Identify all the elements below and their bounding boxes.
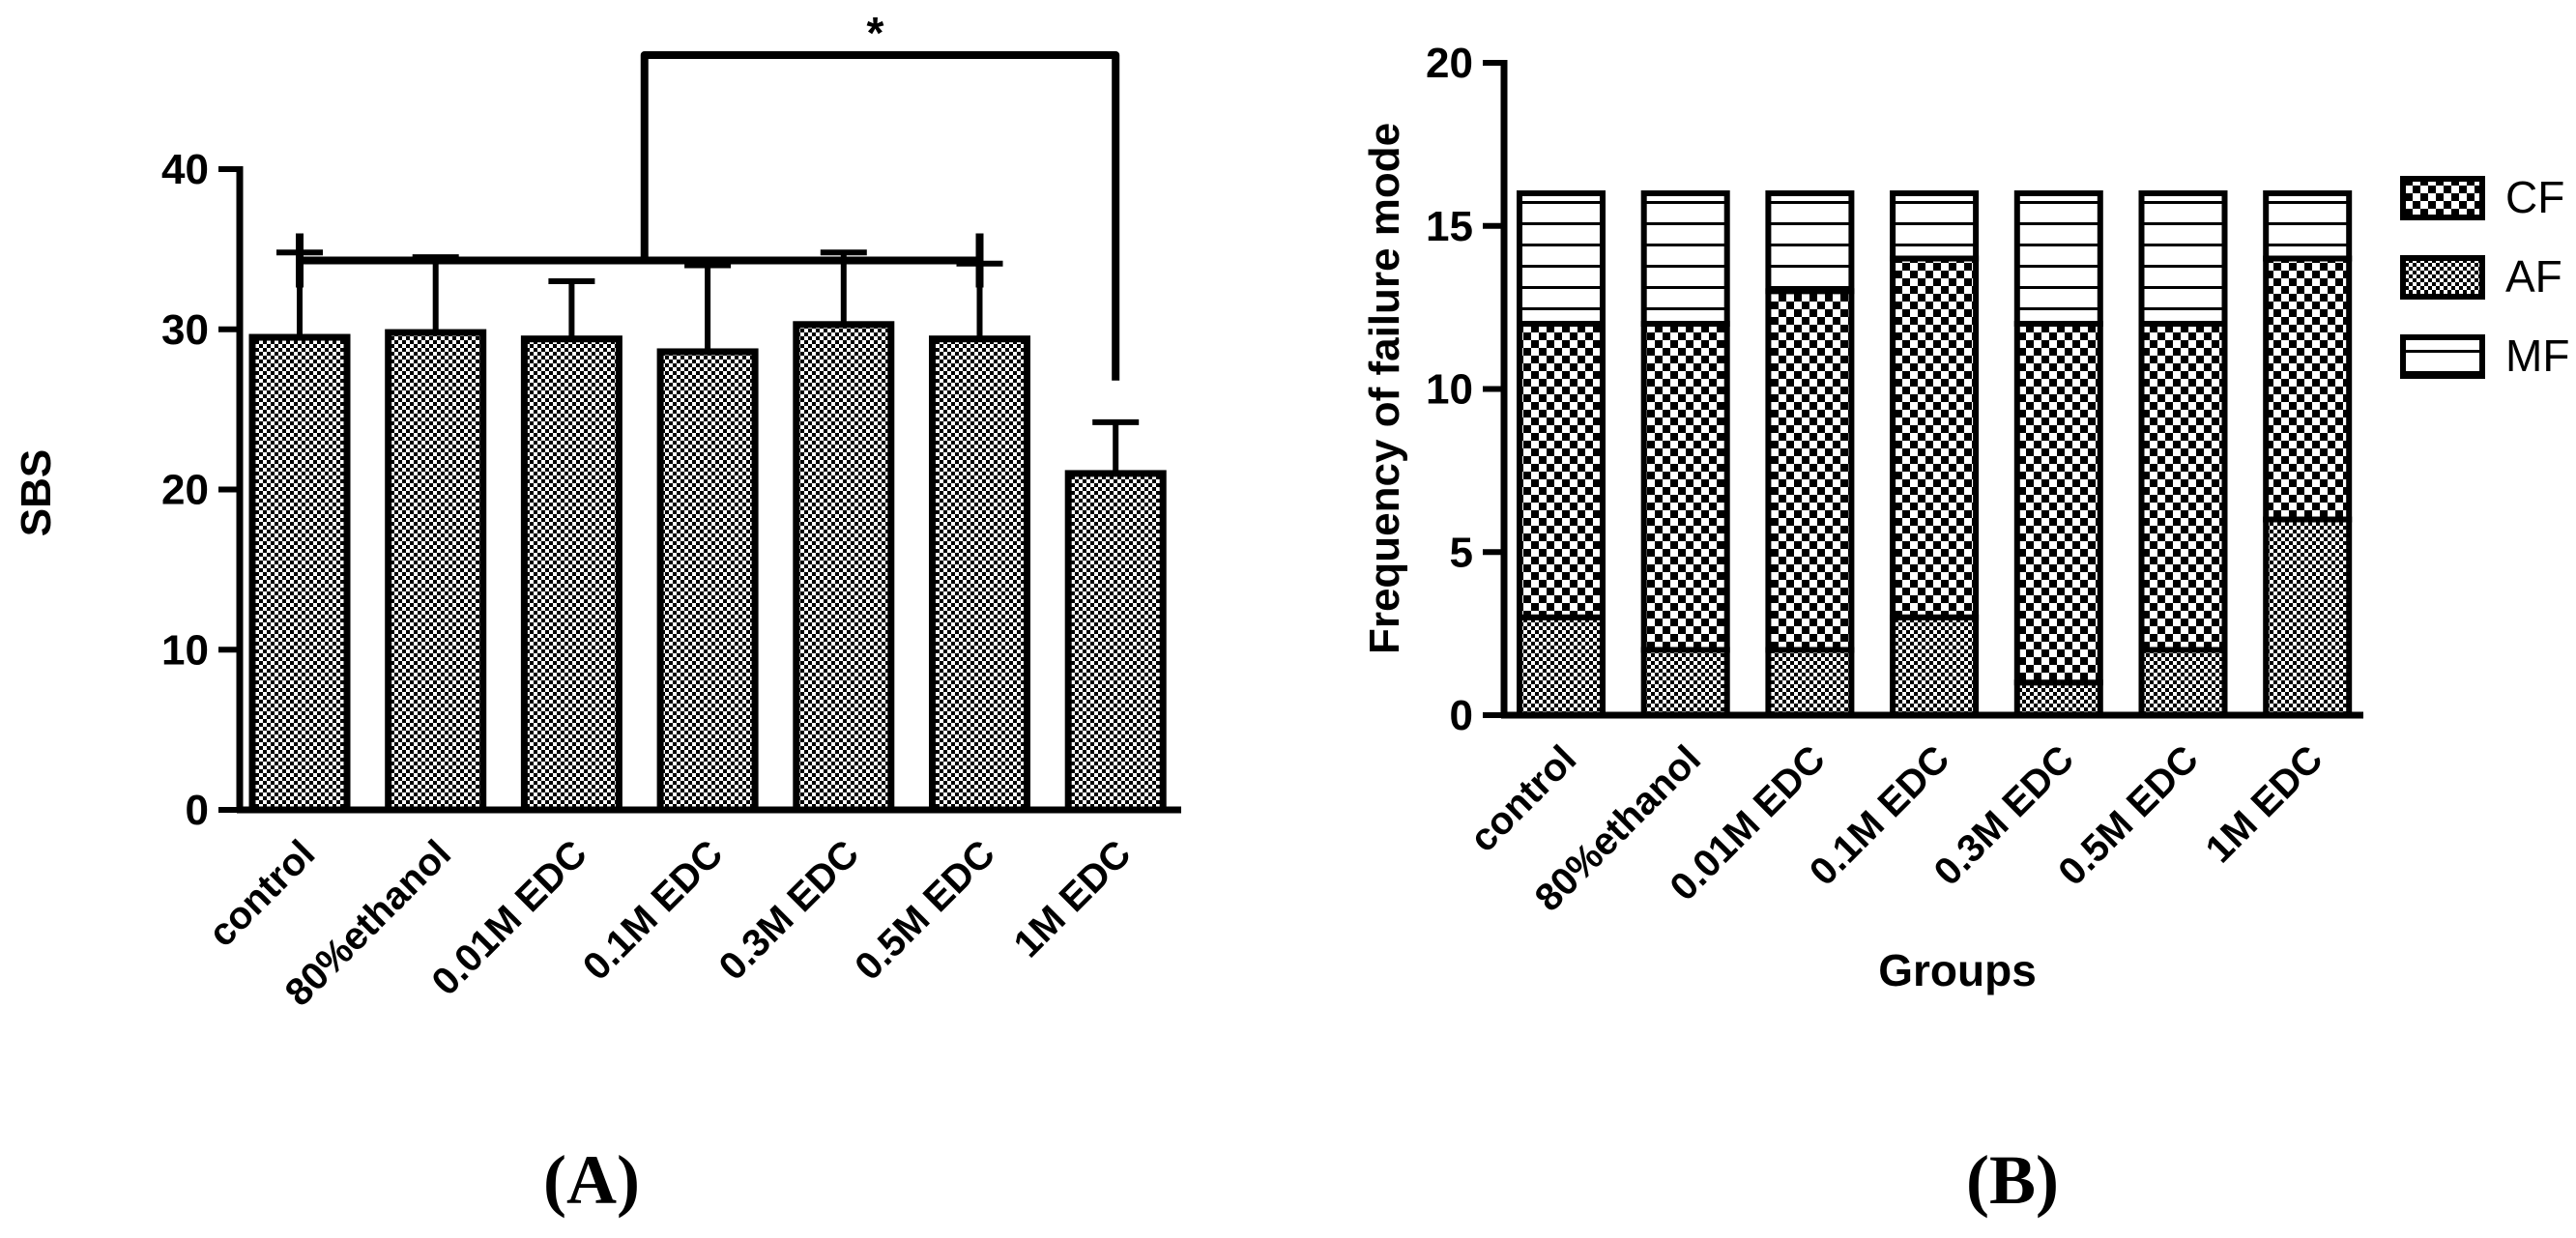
ytick-a-20: 20 xyxy=(161,467,209,514)
bar-b-0-5m-edc-mf xyxy=(2138,190,2228,327)
bar-a-0-3m-edc xyxy=(793,321,895,814)
chart-b-xlabel: Groups xyxy=(1878,945,2037,995)
legend-swatch-af xyxy=(2400,255,2485,300)
chart-a-ylabel: SBS xyxy=(13,449,60,536)
ytick-a-40: 40 xyxy=(161,146,209,193)
chart-a-panel-label: (A) xyxy=(543,1141,640,1219)
chart-b-legend: CF AF MF xyxy=(2400,172,2569,381)
bar-a-1m-edc xyxy=(1064,470,1167,814)
xtick-a-0-1m-edc: 0.1M EDC xyxy=(575,832,732,989)
bar-a-80pctethanol xyxy=(385,329,487,814)
chart-a-significance: * xyxy=(296,8,1120,381)
bar-b-1m-edc-af xyxy=(2263,516,2353,718)
bar-a-0-1m-edc xyxy=(656,348,759,814)
bar-b-0-3m-edc-cf xyxy=(2013,321,2103,686)
bar-b-0-3m-edc-mf xyxy=(2013,190,2103,327)
bar-b-80pctethanol-af xyxy=(1640,647,1730,718)
bar-b-0-5m-edc-cf xyxy=(2138,321,2228,653)
bar-a-0-01m-edc xyxy=(520,335,622,814)
bar-b-80pctethanol-cf xyxy=(1640,321,1730,653)
bracket-a-comparison xyxy=(640,51,1120,381)
ytick-a-30: 30 xyxy=(161,306,209,354)
bar-b-1m-edc-mf xyxy=(2263,190,2353,262)
bar-b-control-cf xyxy=(1517,321,1606,620)
bar-b-control-af xyxy=(1517,614,1606,718)
bar-b-control-mf xyxy=(1517,190,1606,327)
chart-a-yticks: 0 10 20 30 40 xyxy=(161,146,240,834)
chart-b-panel-label: (B) xyxy=(1966,1141,2059,1219)
xtick-b-1m-edc: 1M EDC xyxy=(2198,737,2331,871)
bar-b-0-3m-edc-af xyxy=(2013,679,2103,718)
bar-b-0-1m-edc-mf xyxy=(1890,190,1980,262)
xtick-a-1m-edc: 1M EDC xyxy=(1006,832,1140,965)
bar-b-0-01m-edc-cf xyxy=(1765,288,1855,653)
xtick-a-0-3m-edc: 0.3M EDC xyxy=(711,832,868,989)
bar-b-0-01m-edc-af xyxy=(1765,647,1855,718)
legend-label-cf: CF xyxy=(2505,172,2564,222)
ytick-b-15: 15 xyxy=(1426,203,1473,250)
legend-swatch-mf xyxy=(2400,334,2485,379)
bar-b-1m-edc-cf xyxy=(2263,255,2353,523)
xtick-a-control: control xyxy=(200,832,323,955)
ytick-a-0: 0 xyxy=(186,787,209,834)
bar-a-control xyxy=(248,333,351,814)
ytick-b-5: 5 xyxy=(1450,529,1473,576)
bar-b-0-5m-edc-af xyxy=(2138,647,2228,718)
chart-a-bars xyxy=(248,321,1167,814)
bar-b-0-1m-edc-af xyxy=(1890,614,1980,718)
bar-a-0-5m-edc xyxy=(929,335,1030,814)
xtick-a-0-5m-edc: 0.5M EDC xyxy=(847,832,1003,989)
chart-b-ylabel: Frequency of failure mode xyxy=(1361,123,1408,654)
legend-label-af: AF xyxy=(2505,251,2562,302)
chart-b-yticks: 0 5 10 15 20 xyxy=(1426,40,1504,739)
legend-label-mf: MF xyxy=(2505,331,2569,381)
significance-star: * xyxy=(867,8,884,58)
bar-b-0-01m-edc-mf xyxy=(1765,190,1855,295)
ytick-b-0: 0 xyxy=(1450,692,1473,739)
legend-swatch-cf xyxy=(2400,176,2485,220)
bar-b-80pctethanol-mf xyxy=(1640,190,1730,327)
chart-b-bars xyxy=(1517,190,2353,718)
ytick-a-10: 10 xyxy=(161,626,209,674)
ytick-b-10: 10 xyxy=(1426,366,1473,414)
xtick-b-control: control xyxy=(1462,737,1584,860)
ytick-b-20: 20 xyxy=(1426,40,1473,87)
bar-b-0-1m-edc-cf xyxy=(1890,255,1980,620)
